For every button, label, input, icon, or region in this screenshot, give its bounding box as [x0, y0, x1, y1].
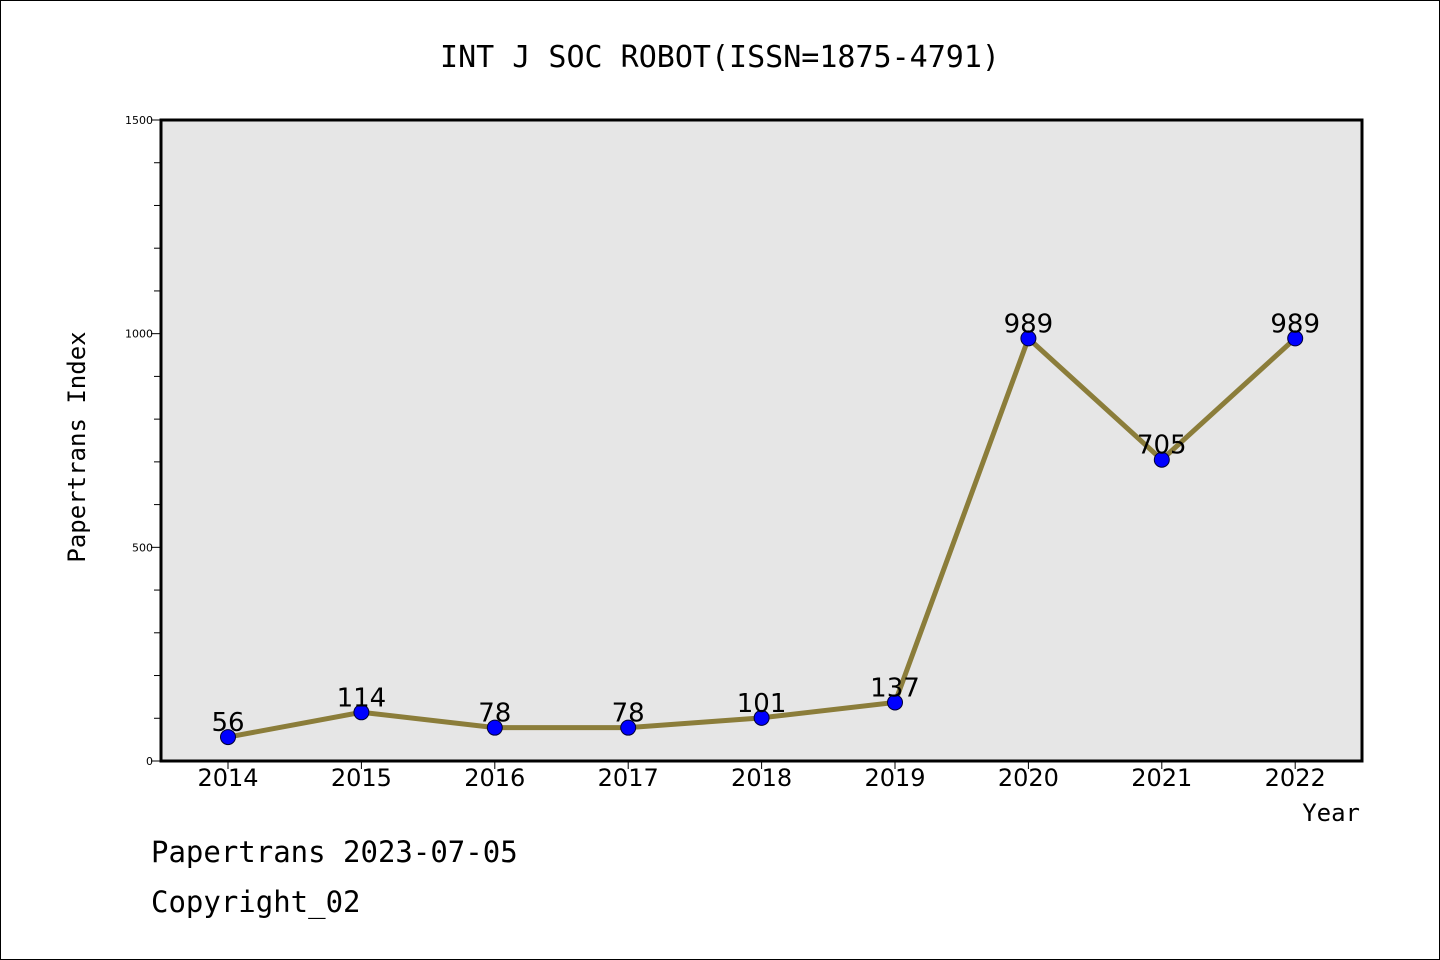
x-tick-label: 2017 — [598, 764, 659, 792]
y-tick-label: 1000 — [125, 328, 153, 341]
data-label: 101 — [737, 689, 787, 719]
y-tick-label: 0 — [146, 755, 153, 768]
x-tick-label: 2020 — [998, 764, 1059, 792]
data-point — [486, 719, 503, 736]
x-tick-label: 2018 — [731, 764, 792, 792]
chart-title: INT J SOC ROBOT(ISSN=1875-4791) — [440, 40, 1000, 75]
series-layer: 56 114 78 78 101 137 989 705 989 — [211, 309, 1320, 746]
data-point — [1287, 330, 1304, 347]
y-tick-label: 1500 — [125, 114, 153, 127]
footer-copyright-text: Copyright_02 — [151, 885, 361, 919]
data-label: 78 — [612, 699, 645, 729]
y-tick-label: 500 — [132, 541, 153, 554]
plot-area — [159, 118, 1364, 763]
data-point — [1153, 451, 1170, 468]
data-point — [753, 709, 770, 726]
x-tick-label: 2022 — [1265, 764, 1326, 792]
x-tick-label: 2014 — [197, 764, 258, 792]
data-label: 989 — [1270, 309, 1320, 339]
data-label: 114 — [337, 683, 387, 713]
x-axis: 2014 2015 2016 2017 2018 2019 2020 2021 2022 — [197, 761, 1326, 792]
footer-date-text: Papertrans 2023-07-05 — [151, 835, 518, 869]
y-axis-title: Papertrans Index — [63, 331, 91, 562]
data-label: 989 — [1004, 309, 1054, 339]
x-tick-label: 2019 — [864, 764, 925, 792]
x-tick-label: 2015 — [331, 764, 392, 792]
data-point — [220, 729, 236, 746]
data-point — [620, 719, 637, 736]
data-label: 705 — [1137, 431, 1187, 461]
x-tick-label: 2016 — [464, 764, 525, 792]
x-tick-label: 2021 — [1131, 764, 1192, 792]
data-label: 78 — [478, 699, 511, 729]
y-axis: 0 500 1000 1500 — [125, 114, 161, 768]
x-axis-title: Year — [1302, 799, 1360, 827]
data-point — [353, 704, 370, 721]
data-label: 56 — [211, 708, 244, 738]
data-label: 137 — [870, 673, 920, 703]
data-point — [1020, 330, 1037, 347]
data-point — [887, 694, 903, 711]
